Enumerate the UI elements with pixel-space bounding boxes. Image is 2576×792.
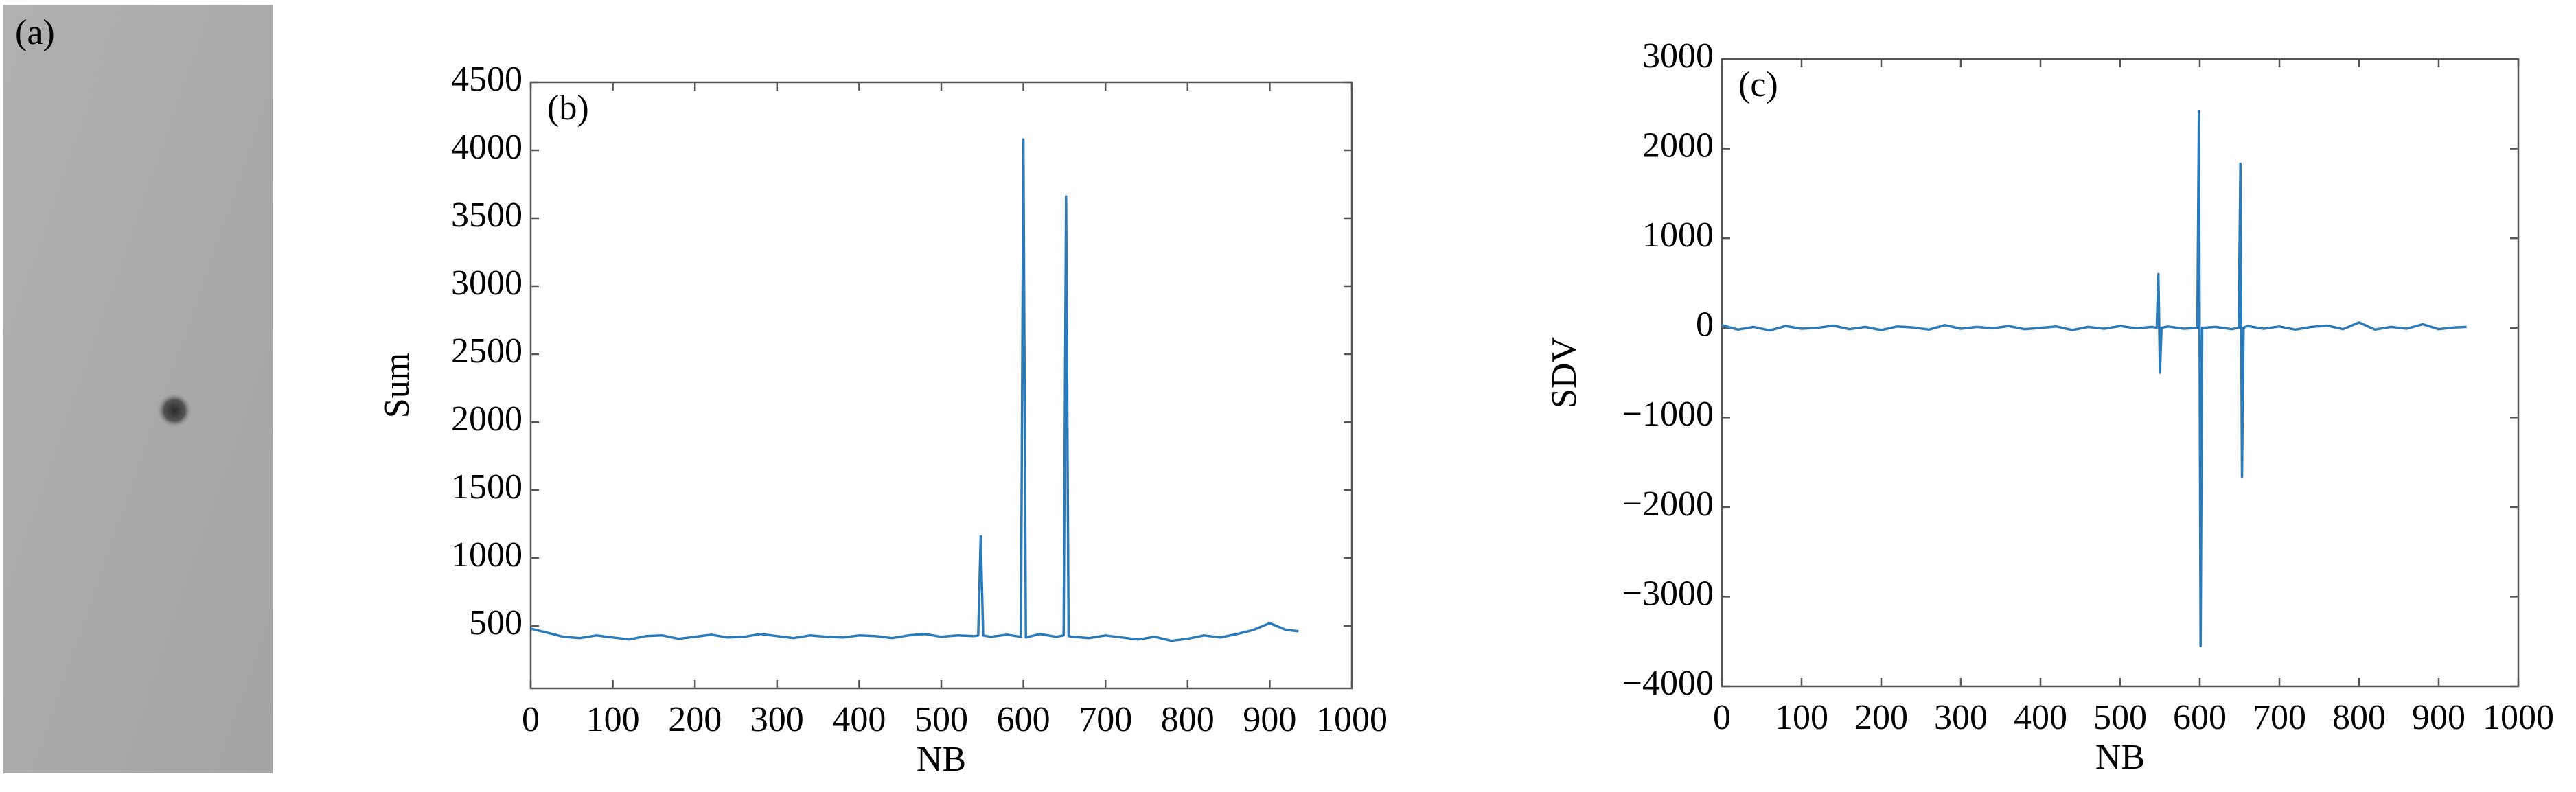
x-axis-label: NB: [917, 740, 966, 779]
x-tick-label: 600: [2173, 698, 2227, 737]
x-tick-label: 1000: [2483, 698, 2554, 737]
defect-spot: [157, 393, 192, 428]
plot-frame: [529, 81, 1353, 690]
data-line: [1721, 109, 2467, 647]
y-tick-label: 500: [469, 603, 522, 642]
y-tick-label: −1000: [1622, 395, 1714, 434]
x-tick-label: 1000: [1316, 700, 1388, 739]
x-tick-label: 900: [1243, 700, 1296, 739]
y-tick-label: −4000: [1622, 664, 1714, 703]
panel-label: (b): [547, 89, 589, 128]
y-tick-label: 3000: [1642, 36, 1714, 75]
y-tick-label: 3500: [451, 196, 522, 235]
x-tick-label: 500: [915, 700, 968, 739]
photo: [3, 5, 273, 773]
panel-label: (c): [1738, 65, 1778, 104]
y-tick-label: −3000: [1622, 574, 1714, 613]
y-tick-label: 1000: [451, 535, 522, 574]
y-tick-label: 2000: [451, 399, 522, 439]
x-tick-label: 500: [2093, 698, 2147, 737]
y-axis-label: Sum: [378, 353, 417, 418]
x-tick-label: 100: [1775, 698, 1828, 737]
y-tick-label: 0: [1696, 305, 1714, 345]
x-tick-label: 0: [1713, 698, 1731, 737]
x-tick-label: 400: [2014, 698, 2067, 737]
plot-frame: [1721, 58, 2520, 688]
x-tick-label: 600: [997, 700, 1050, 739]
x-tick-label: 0: [522, 700, 540, 739]
y-tick-label: 2500: [451, 331, 522, 371]
x-tick-label: 700: [1079, 700, 1132, 739]
y-tick-label: −2000: [1622, 485, 1714, 524]
x-tick-label: 800: [1161, 700, 1215, 739]
data-line: [530, 138, 1299, 642]
x-tick-label: 700: [2253, 698, 2306, 737]
x-tick-label: 800: [2332, 698, 2386, 737]
x-tick-label: 900: [2412, 698, 2465, 737]
y-tick-label: 3000: [451, 264, 522, 303]
y-tick-label: 4500: [451, 60, 522, 99]
x-tick-label: 200: [668, 700, 722, 739]
panel-label: (a): [15, 13, 55, 52]
x-tick-label: 400: [832, 700, 886, 739]
x-tick-label: 100: [586, 700, 640, 739]
y-tick-label: 1000: [1642, 216, 1714, 255]
y-tick-label: 2000: [1642, 126, 1714, 165]
x-tick-label: 300: [750, 700, 804, 739]
y-axis-label: SDV: [1545, 337, 1584, 408]
x-axis-label: NB: [2095, 738, 2145, 777]
y-tick-label: 1500: [451, 467, 522, 506]
x-tick-label: 200: [1854, 698, 1908, 737]
y-tick-label: 4000: [451, 128, 522, 167]
x-tick-label: 300: [1934, 698, 1988, 737]
